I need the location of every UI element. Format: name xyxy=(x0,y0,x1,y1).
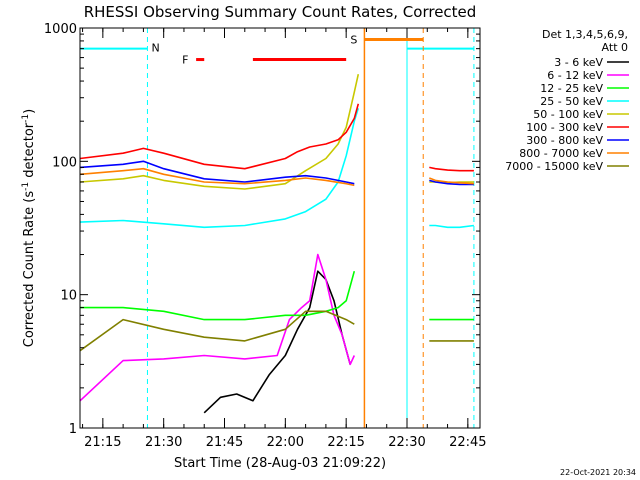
y-label-part2: detector xyxy=(22,122,37,182)
series-line-6-12-kev xyxy=(79,253,356,402)
series-line-800-7000-kev xyxy=(79,167,355,187)
series-line-50-100-kev xyxy=(79,74,360,190)
chart-title: RHESSI Observing Summary Count Rates, Co… xyxy=(84,3,477,21)
series-line-post-gap-800-7000-kev xyxy=(429,177,474,185)
y-tick-label: 1 xyxy=(69,422,77,437)
x-tick-label: 22:30 xyxy=(388,435,425,450)
legend-header-detectors: Det 1,3,4,5,6,9, xyxy=(542,28,628,41)
series-line-post-gap-100-300-kev xyxy=(429,166,474,172)
legend-label-12-25-kev: 12 - 25 keV xyxy=(540,82,603,95)
legend-header-attenuator: Att 0 xyxy=(602,41,628,54)
y-axis-label: Corrected Count Rate (s-1 detector-1) xyxy=(21,109,37,347)
series-line-300-800-kev xyxy=(79,160,355,185)
series-line-7000-15000-kev xyxy=(79,310,355,352)
y-label-sup2: -1 xyxy=(21,114,31,123)
legend-label-100-300-kev: 100 - 300 keV xyxy=(526,121,603,134)
series-line-post-gap-25-50-kev xyxy=(429,224,475,229)
x-axis: 21:15 21:30 21:45 22:00 22:15 22:30 22:45 xyxy=(82,28,487,450)
y-label-part3: ) xyxy=(22,109,37,114)
night-label: N xyxy=(151,42,159,55)
flare-label: F xyxy=(182,54,188,67)
series-line-100-300-kev xyxy=(79,103,360,170)
x-tick-label: 21:15 xyxy=(84,435,121,450)
saa-label: S xyxy=(350,33,357,46)
legend-label-3-6-kev: 3 - 6 keV xyxy=(554,56,603,69)
x-tick-label: 22:45 xyxy=(449,435,486,450)
series-line-25-50-kev xyxy=(79,108,360,229)
x-axis-label: Start Time (28-Aug-03 21:09:22) xyxy=(174,456,386,471)
y-tick-label: 100 xyxy=(52,155,77,170)
y-label-sup1: -1 xyxy=(21,182,31,191)
x-tick-label: 21:45 xyxy=(206,435,243,450)
legend-label-50-100-kev: 50 - 100 keV xyxy=(533,108,603,121)
legend-label-6-12-kev: 6 - 12 keV xyxy=(547,69,603,82)
series-lines xyxy=(79,74,475,414)
series-line-post-gap-300-800-kev xyxy=(429,179,474,186)
y-tick-label: 10 xyxy=(60,289,77,304)
y-tick-label: 1000 xyxy=(44,22,77,37)
y-label-part1: Corrected Count Rate (s xyxy=(22,191,37,348)
y-axis: 1 10 100 1000 xyxy=(44,22,480,437)
x-tick-label: 22:15 xyxy=(327,435,364,450)
plot-frame xyxy=(79,27,481,429)
x-tick-label: 22:00 xyxy=(267,435,304,450)
x-tick-label: 21:30 xyxy=(145,435,182,450)
legend-label-25-50-kev: 25 - 50 keV xyxy=(540,95,603,108)
legend-label-7000-15000-kev: 7000 - 15000 keV xyxy=(505,160,603,173)
legend-label-800-7000-kev: 800 - 7000 keV xyxy=(519,147,603,160)
generation-timestamp: 22-Oct-2021 20:34 xyxy=(560,468,636,477)
series-line-12-25-kev xyxy=(80,270,356,321)
series-line-3-6-kev xyxy=(203,270,351,414)
annotation-bars: N F S xyxy=(79,28,475,428)
legend-label-300-800-kev: 300 - 800 keV xyxy=(526,134,603,147)
